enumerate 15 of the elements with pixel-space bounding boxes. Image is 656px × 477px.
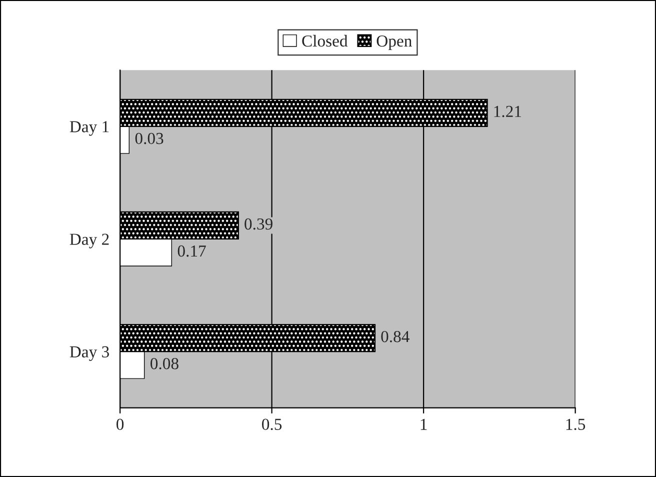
y-tick-label: Day 3: [70, 346, 109, 361]
data-label: 0.17: [178, 245, 206, 257]
data-label: 1.21: [494, 106, 522, 118]
data-label: 0.84: [381, 330, 410, 342]
legend-label: Open: [376, 35, 412, 50]
y-tick-label: Day 2: [70, 234, 109, 248]
data-label: 0.08: [150, 358, 178, 370]
x-tick-label: 0: [116, 418, 124, 430]
x-tick-label: 1.5: [566, 418, 586, 430]
data-label: 0.03: [135, 132, 164, 144]
x-tick-label: 0.5: [262, 418, 282, 430]
x-tick-label: 1: [420, 418, 427, 430]
y-tick-label: Day 1: [70, 121, 109, 136]
legend-label: Closed: [302, 34, 348, 47]
data-label: 0.39: [244, 218, 272, 230]
